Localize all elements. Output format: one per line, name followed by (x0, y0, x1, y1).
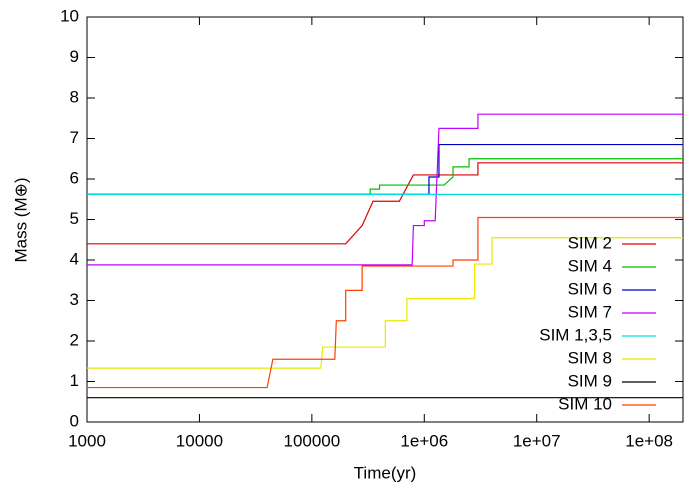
series-line (87, 143, 683, 195)
series-line (87, 158, 683, 195)
y-tick-label: 8 (70, 87, 79, 106)
y-tick-label: 0 (70, 411, 79, 430)
x-tick-label: 1000 (68, 431, 106, 450)
y-tick-label: 5 (70, 209, 79, 228)
legend-label: SIM 9 (568, 371, 612, 390)
legend-label: SIM 10 (558, 394, 612, 413)
series-line (87, 216, 683, 389)
x-tick-label: 1e+07 (513, 431, 561, 450)
x-tick-label: 1e+08 (625, 431, 673, 450)
series-line (87, 113, 683, 266)
legend-label: SIM 1,3,5 (539, 325, 612, 344)
legend-label: SIM 4 (568, 256, 612, 275)
y-tick-label: 4 (70, 249, 79, 268)
x-tick-label: 1e+06 (400, 431, 448, 450)
series-line (87, 237, 683, 369)
y-tick-label: 2 (70, 330, 79, 349)
legend-label: SIM 8 (568, 348, 612, 367)
legend-label: SIM 6 (568, 279, 612, 298)
x-tick-label: 10000 (176, 431, 223, 450)
y-tick-label: 3 (70, 290, 79, 309)
x-axis-label: Time(yr) (354, 463, 417, 482)
legend-label: SIM 7 (568, 302, 612, 321)
x-tick-label: 100000 (283, 431, 340, 450)
legend-label: SIM 2 (568, 233, 612, 252)
y-tick-label: 7 (70, 128, 79, 147)
y-tick-label: 10 (60, 6, 79, 25)
y-tick-label: 1 (70, 371, 79, 390)
series-line (87, 162, 683, 245)
y-tick-label: 6 (70, 168, 79, 187)
y-tick-label: 9 (70, 47, 79, 66)
y-axis-label: Mass (M⊕) (11, 177, 30, 262)
